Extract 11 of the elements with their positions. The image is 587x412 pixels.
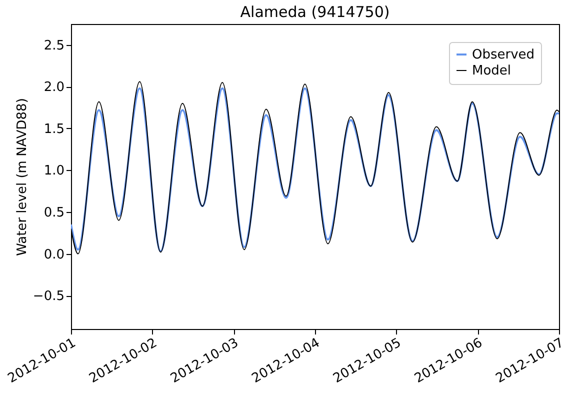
y-tick-label: 1.5: [44, 122, 64, 137]
legend-label: Observed: [472, 48, 535, 62]
y-axis-title: Water level (m NAVD88): [14, 98, 30, 256]
y-tick-label: 2.5: [44, 38, 64, 54]
legend-label: Model: [472, 64, 512, 78]
y-tick-label: −0.5: [32, 289, 64, 304]
y-tick-label: 2.0: [44, 80, 64, 96]
y-tick-label: 0.5: [44, 206, 64, 221]
chart-title: Alameda (9414750): [240, 3, 390, 21]
y-tick-label: 0.0: [44, 247, 64, 262]
y-tick-label: 1.0: [44, 164, 64, 179]
